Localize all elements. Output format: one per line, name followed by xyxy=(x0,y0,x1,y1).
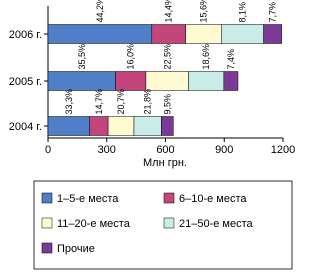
y-tick-label: 2004 г. xyxy=(9,121,42,133)
bar-segment xyxy=(161,116,174,136)
share-label: 14,4% xyxy=(164,0,174,23)
legend-label: 11–20-е места xyxy=(57,218,131,230)
x-tick-label: 900 xyxy=(215,144,233,156)
bar-segment xyxy=(185,24,222,44)
x-tick-label: 1200 xyxy=(271,144,295,156)
legend-swatch xyxy=(41,217,53,229)
y-tick-label: 2005 г. xyxy=(9,76,42,88)
share-label: 16,0% xyxy=(126,44,136,70)
bar-segment xyxy=(47,24,153,44)
share-label: 9,5% xyxy=(162,94,172,115)
share-label: 14,7% xyxy=(94,89,104,115)
share-label: 21,8% xyxy=(143,89,153,115)
legend-label: 21–50-е места xyxy=(179,218,254,230)
share-label: 7,4% xyxy=(226,49,236,70)
legend-swatch xyxy=(163,192,175,204)
bar-segment xyxy=(188,71,225,91)
bar-segment xyxy=(115,71,147,91)
chart: Млн грн. 0 300 600 900 1200 2006 г. 44,2% 14,4%… xyxy=(9,0,295,270)
legend-swatch xyxy=(41,242,53,254)
bar-segment xyxy=(145,71,189,91)
legend-box xyxy=(33,180,293,270)
share-label: 15,6% xyxy=(199,0,209,23)
bar-segment xyxy=(47,71,116,91)
share-label: 22,5% xyxy=(162,44,172,70)
bar-segment xyxy=(223,71,239,91)
share-label: 20,7% xyxy=(116,89,126,115)
legend-label: 6–10-е места xyxy=(179,193,247,205)
x-tick-label: 300 xyxy=(98,144,116,156)
share-label: 33,3% xyxy=(64,89,74,115)
legend-label: 1–5-е места xyxy=(57,193,119,205)
bar-segment xyxy=(47,116,90,136)
share-label: 8,1% xyxy=(238,2,248,23)
legend-label: Прочие xyxy=(57,243,95,255)
x-axis-label: Млн грн. xyxy=(143,157,187,169)
share-label: 18,6% xyxy=(201,44,211,70)
legend-swatch xyxy=(41,192,53,204)
legend-swatch xyxy=(163,217,175,229)
bar-segment xyxy=(107,116,135,136)
bar-segment xyxy=(133,116,162,136)
x-tick-label: 0 xyxy=(45,144,51,156)
bar-segment xyxy=(263,24,282,44)
share-label: 44,2% xyxy=(95,0,105,23)
share-label: 35,5% xyxy=(77,44,87,70)
bar-segment xyxy=(151,24,186,44)
bar-segment xyxy=(221,24,264,44)
bar-segment xyxy=(89,116,109,136)
share-label: 7,7% xyxy=(268,2,278,23)
x-tick-label: 600 xyxy=(156,144,174,156)
y-tick-label: 2006 г. xyxy=(9,29,42,41)
